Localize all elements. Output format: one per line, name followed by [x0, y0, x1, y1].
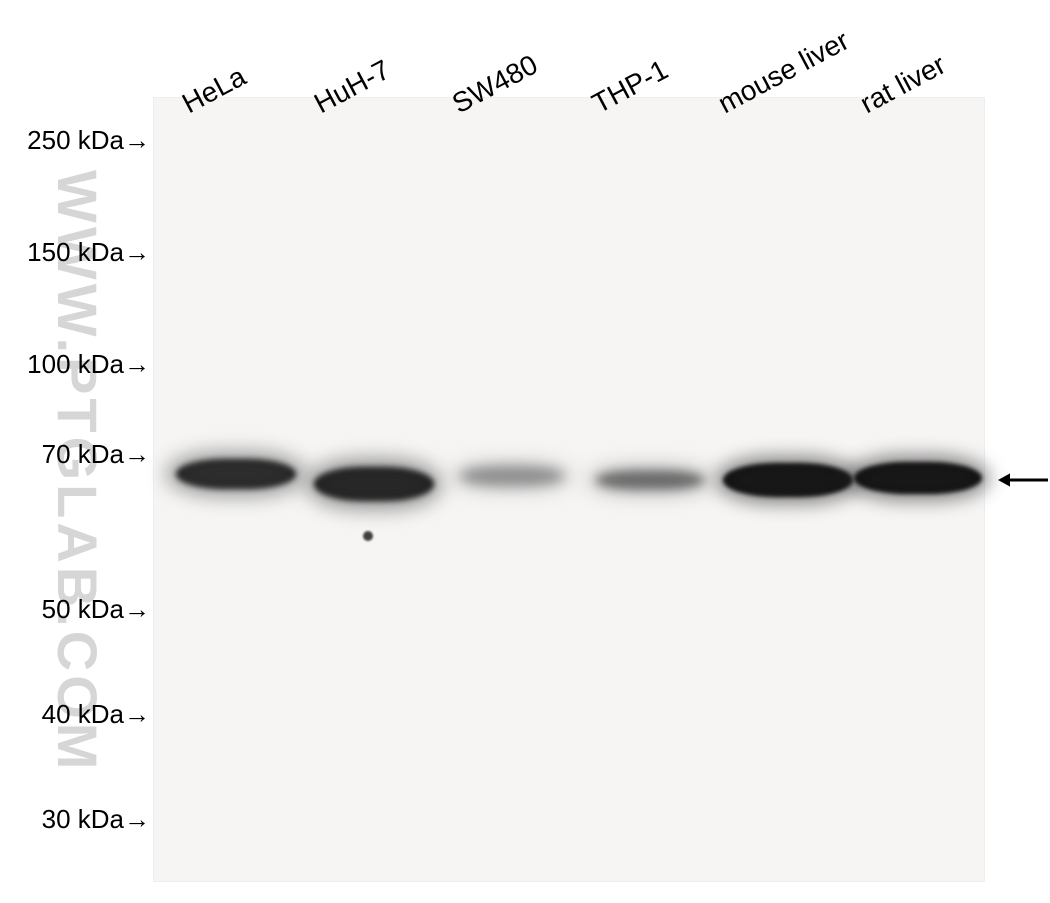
western-blot-figure: WWW.PTGLAB.COM 250 kDa→150 kDa→100 kDa→7…: [0, 0, 1050, 903]
ladder-mark: 150 kDa→: [0, 237, 150, 268]
protein-band: [166, 452, 306, 496]
target-band-arrow: [996, 466, 1050, 494]
ladder-mark: 70 kDa→: [0, 439, 150, 470]
protein-band: [846, 455, 990, 501]
artifact-speck: [363, 531, 373, 541]
ladder-mark: 100 kDa→: [0, 349, 150, 380]
protein-band: [452, 462, 572, 490]
protein-band: [588, 466, 712, 494]
ladder-mark: 40 kDa→: [0, 699, 150, 730]
ladder-mark: 50 kDa→: [0, 594, 150, 625]
protein-band: [715, 456, 861, 504]
ladder-mark: 30 kDa→: [0, 804, 150, 835]
protein-band: [306, 459, 442, 509]
ladder-mark: 250 kDa→: [0, 125, 150, 156]
